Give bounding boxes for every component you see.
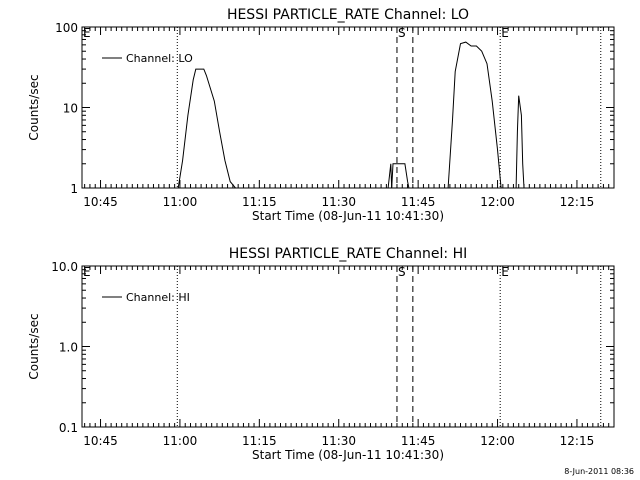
- x-axis-label: Start Time (08-Jun-11 10:41:30): [252, 209, 444, 223]
- x-tick-label: 11:30: [321, 434, 356, 448]
- x-tick-label: 11:30: [321, 195, 356, 209]
- y-tick-label: 1: [70, 182, 78, 196]
- y-axis-label: Counts/sec: [27, 74, 41, 140]
- event-marker-label: S: [398, 265, 406, 279]
- y-tick-label: 0.1: [59, 421, 78, 435]
- chart-lo: HESSI PARTICLE_RATE Channel: LO Counts/se…: [27, 7, 615, 223]
- x-tick-label: 11:15: [242, 434, 277, 448]
- x-tick-label: 11:00: [163, 195, 198, 209]
- y-tick-label: 100: [55, 21, 78, 35]
- event-marker-label: E: [501, 26, 509, 40]
- x-tick-label: 12:15: [560, 195, 595, 209]
- y-tick-label: 1.0: [59, 341, 78, 355]
- chart-hi: HESSI PARTICLE_RATE Channel: HI Counts/se…: [27, 246, 615, 462]
- chart-title: HESSI PARTICLE_RATE Channel: HI: [229, 246, 467, 262]
- y-tick-label: 10.0: [51, 260, 78, 274]
- x-tick-label: 11:00: [163, 434, 198, 448]
- x-tick-label: 11:45: [401, 434, 436, 448]
- chart-title: HESSI PARTICLE_RATE Channel: LO: [227, 7, 469, 23]
- event-marker-label: E: [83, 265, 91, 279]
- x-axis-label: Start Time (08-Jun-11 10:41:30): [252, 448, 444, 462]
- legend-label: Channel: HI: [126, 291, 190, 304]
- x-tick-label: 10:45: [83, 434, 118, 448]
- y-tick-label: 10: [63, 102, 78, 116]
- x-tick-label: 12:15: [560, 434, 595, 448]
- x-tick-label: 12:00: [480, 195, 515, 209]
- x-tick-label: 11:45: [401, 195, 436, 209]
- x-tick-label: 12:00: [480, 434, 515, 448]
- x-tick-label: 10:45: [83, 195, 118, 209]
- event-marker-label: E: [501, 265, 509, 279]
- event-marker-label: E: [83, 26, 91, 40]
- event-marker-label: S: [398, 26, 406, 40]
- legend-label: Channel: LO: [126, 52, 193, 65]
- timestamp-footer: 8-Jun-2011 08:36: [564, 467, 634, 476]
- y-axis-label: Counts/sec: [27, 313, 41, 379]
- series-line: [82, 41, 525, 188]
- x-tick-label: 11:15: [242, 195, 277, 209]
